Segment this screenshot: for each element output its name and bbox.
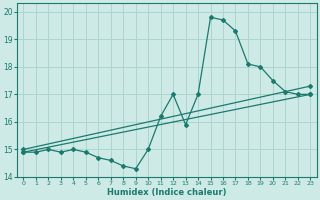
X-axis label: Humidex (Indice chaleur): Humidex (Indice chaleur) xyxy=(107,188,227,197)
